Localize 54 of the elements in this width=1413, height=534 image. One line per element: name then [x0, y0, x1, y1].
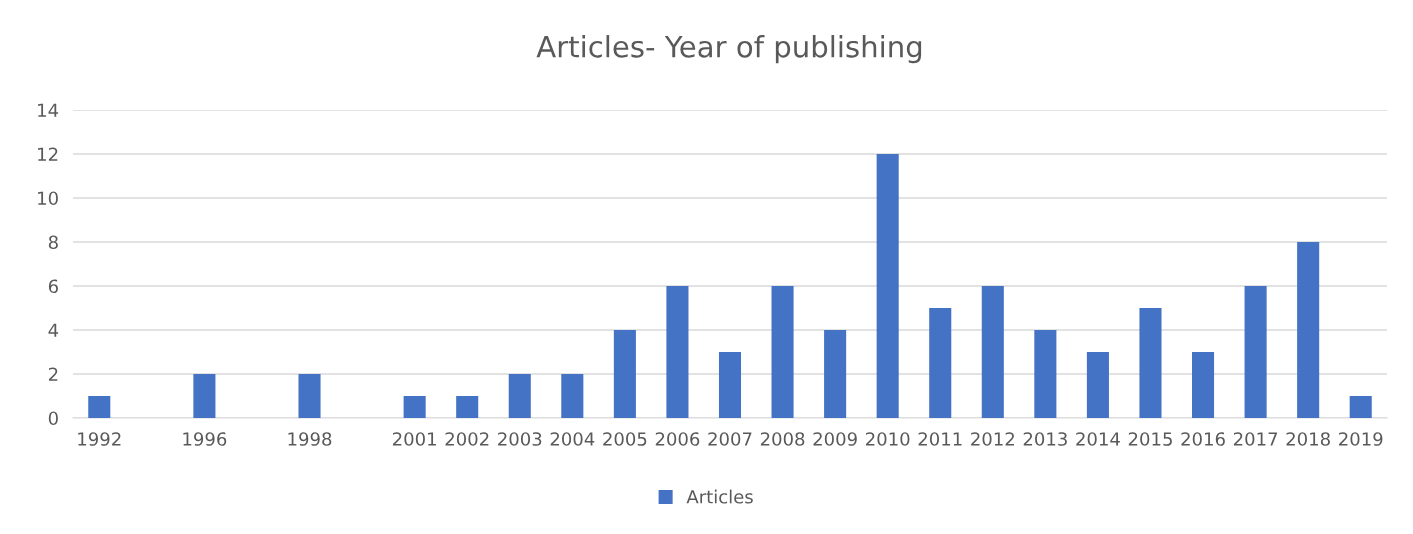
x-tick-label: 2012 — [971, 432, 1014, 446]
bar — [1139, 308, 1162, 418]
x-tick-label: 2003 — [498, 432, 542, 446]
y-tick-label: 0 — [48, 411, 58, 426]
bar — [561, 374, 584, 418]
bar — [1086, 352, 1109, 418]
bar — [929, 308, 952, 418]
x-tick-label: 2005 — [603, 432, 647, 446]
x-tick-label: 2010 — [866, 432, 910, 446]
x-tick-label: 2009 — [813, 432, 857, 446]
x-tick-label: 2008 — [760, 432, 805, 446]
bar — [88, 396, 111, 418]
bar — [876, 154, 899, 418]
x-tick-label: 1996 — [183, 432, 227, 446]
x-tick-label: 1992 — [78, 432, 121, 446]
bar — [981, 286, 1004, 418]
y-tick-label: 4 — [48, 323, 59, 337]
x-tick-label: 2018 — [1286, 432, 1330, 446]
y-tick-label: 8 — [48, 235, 58, 250]
bar — [771, 286, 794, 418]
bar — [1349, 396, 1372, 418]
bar — [298, 374, 321, 418]
bar — [508, 374, 531, 418]
bar — [1192, 352, 1215, 418]
bar — [403, 396, 426, 418]
x-tick-label: 2016 — [1181, 432, 1225, 446]
y-tick-label: 10 — [38, 191, 58, 206]
x-tick-label: 1998 — [288, 432, 332, 446]
x-tick-label: 2007 — [708, 432, 752, 446]
chart-title: Articles- Year of publishing — [536, 35, 922, 64]
bar — [1297, 242, 1320, 418]
bar — [718, 352, 742, 418]
bar — [666, 286, 689, 418]
y-tick-label: 2 — [48, 367, 58, 381]
bar — [824, 330, 847, 418]
x-tick-label: 2015 — [1128, 432, 1172, 446]
bar — [613, 330, 636, 418]
bar — [1034, 330, 1057, 418]
x-tick-label: 2017 — [1233, 432, 1278, 446]
x-tick-label: 2014 — [1076, 432, 1120, 446]
y-tick-label: 12 — [38, 147, 58, 161]
x-tick-label: 2019 — [1339, 432, 1383, 446]
y-tick-label: 14 — [38, 103, 59, 117]
bar — [193, 374, 216, 418]
y-tick-label: 6 — [48, 279, 58, 294]
x-tick-label: 2006 — [655, 432, 700, 446]
bar — [456, 396, 479, 418]
x-tick-label: 2002 — [445, 432, 489, 446]
bar — [1244, 286, 1267, 418]
x-tick-label: 2011 — [918, 432, 962, 446]
x-tick-label: 2004 — [550, 432, 595, 446]
x-tick-label: 2001 — [392, 432, 436, 446]
x-tick-label: 2013 — [1023, 432, 1067, 446]
legend-label: Articles — [686, 489, 753, 504]
